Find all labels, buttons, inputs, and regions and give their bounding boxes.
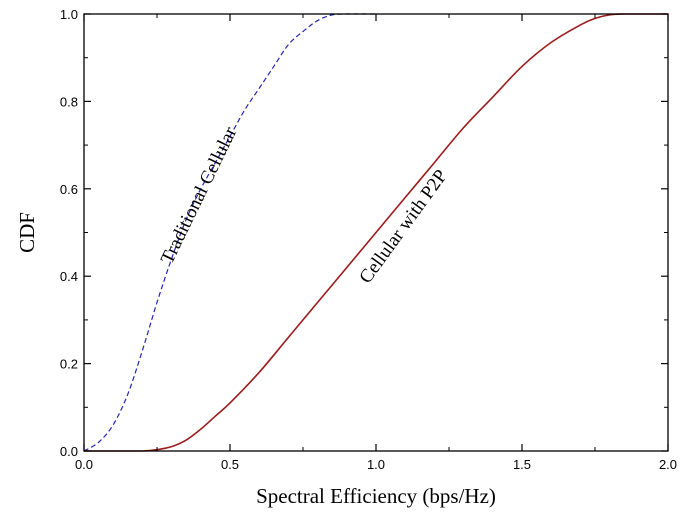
series-line-traditional-cellular	[83, 13, 376, 452]
y-tick-label: 0.2	[60, 357, 78, 372]
y-tick-label: 0.6	[60, 182, 78, 197]
annotation-traditional-cellular: Traditional Cellular	[157, 123, 242, 267]
y-tick-label: 0.0	[60, 444, 78, 459]
x-tick-label: 0.0	[75, 457, 93, 472]
x-tick-label: 2.0	[659, 457, 677, 472]
plot-content	[83, 13, 668, 452]
y-axis-title: CDF	[15, 212, 39, 253]
annotation-cellular-with-p2p: Cellular with P2P	[355, 166, 451, 288]
series-line-cellular-with-p2p	[83, 13, 668, 452]
y-tick-label: 0.8	[60, 94, 78, 109]
y-tick-label: 1.0	[60, 7, 78, 22]
x-tick-label: 1.5	[513, 457, 531, 472]
x-tick-label: 0.5	[221, 457, 239, 472]
axis-ticks: 0.0 0.5 1.0 1.5 2.0 0.0 0.2 0.4 0.6 0.8 1.0	[60, 7, 677, 472]
x-axis-title: Spectral Efficiency (bps/Hz)	[256, 484, 496, 508]
y-tick-label: 0.4	[60, 269, 78, 284]
x-tick-label: 1.0	[367, 457, 385, 472]
